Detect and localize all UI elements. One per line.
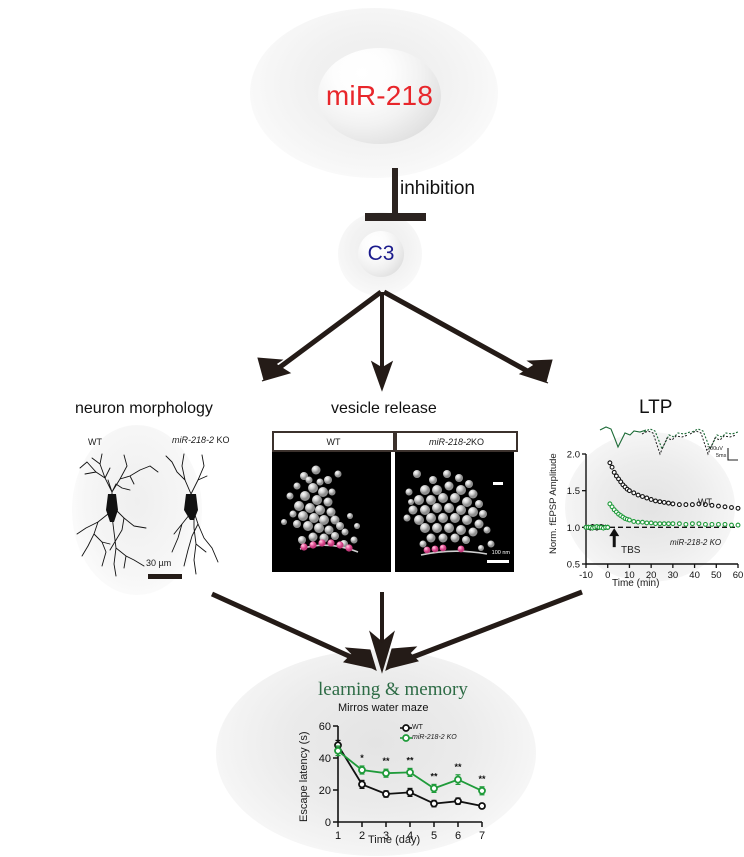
water-maze-y-axis-label: Escape latency (s) [298,731,310,822]
svg-text:60: 60 [319,721,331,733]
svg-text:0: 0 [605,570,610,581]
vesicle-ko-gene: miR-218-2 [428,436,471,447]
svg-text:**: ** [454,762,462,772]
svg-text:2.0: 2.0 [567,450,580,461]
vesicle-wt-tomogram [281,465,360,553]
neuron-wt-label: WT [88,437,102,447]
svg-text:50: 50 [711,570,722,581]
svg-text:**: ** [406,755,414,765]
ltp-y-axis-label: Norm. fEPSP Amplitude [548,453,559,554]
inhibition-connector-stem [392,168,398,220]
svg-text:**: ** [382,756,390,766]
mirna-node: miR-218 [318,48,441,144]
svg-text:5: 5 [431,830,437,842]
vesicle-scalebar-line [487,560,509,563]
svg-text:4: 4 [407,830,413,842]
svg-text:20: 20 [319,785,331,797]
diverging-arrows [257,289,553,392]
neuron-ko-suffix: KO [214,435,230,445]
svg-text:2: 2 [359,830,365,842]
converging-arrows [210,589,583,674]
svg-text:1.5: 1.5 [567,486,580,497]
svg-text:40: 40 [689,570,700,581]
neuron-panel-title: neuron morphology [75,400,213,417]
water-maze-x-axis-label: Time (day) [368,834,421,846]
ltp-x-axis-label: Time (min) [612,578,660,589]
svg-text:20: 20 [646,570,657,581]
svg-text:**: ** [430,771,438,781]
svg-text:0.5: 0.5 [567,560,580,571]
mirna-label: miR-218 [325,80,434,111]
ltp-plot-area: 0.5 1.0 1.5 2.0 -10 0 10 20 30 40 50 60 [567,426,744,581]
svg-text:**: ** [478,774,486,784]
water-maze-legend-wt: WT [412,724,423,731]
inhibition-label: inhibition [400,178,475,199]
svg-text:30: 30 [668,570,679,581]
neuron-tracings-image [76,453,219,577]
vesicle-wt-image [272,452,391,572]
vesicle-ko-tomogram [403,470,503,556]
svg-text:10: 10 [624,570,635,581]
svg-text:3: 3 [383,830,389,842]
ltp-trace-time-scale: 5ms [716,453,727,459]
svg-text:40: 40 [319,753,331,765]
svg-text:1: 1 [335,830,341,842]
vesicle-ko-suffix: KO [471,436,485,447]
vesicle-ko-header: miR-218-2 KO [395,431,518,452]
ltp-panel-title: LTP [639,397,673,418]
svg-text:0: 0 [325,817,331,829]
water-maze-title: Mirros water maze [338,702,429,714]
ltp-chart: Norm. fEPSP Amplitude Time (min) WT miR-… [548,412,744,597]
neuron-scalebar-label: 30 µm [146,558,172,568]
ltp-wt-annotation: WT [698,497,712,507]
c3-node: C3 [358,231,404,277]
ltp-ko-annotation: miR-218-2 KO [670,538,722,547]
vesicle-ko-image: 100 nm [395,452,514,572]
water-maze-legend-ko: miR-218-2 KO [412,734,457,741]
svg-text:*: * [360,753,364,763]
vesicle-panel-title: vesicle release [331,400,437,417]
vesicle-wt-header: WT [272,431,395,452]
vesicle-scalebar-label: 100 nm [491,550,510,556]
svg-text:-10: -10 [579,570,593,581]
svg-text:6: 6 [455,830,461,842]
neuron-ko-gene: miR-218-2 [172,435,215,445]
svg-text:7: 7 [479,830,485,842]
inhibition-connector-bar [365,213,426,221]
vesicle-wt-label: WT [326,436,341,447]
neuron-scalebar-line [148,574,182,579]
water-maze-chart: Escape latency (s) Time (day) WT miR-218… [298,712,490,852]
svg-text:60: 60 [733,570,744,581]
neuron-ko-label: miR-218-2 KO [172,435,230,445]
ltp-tbs-annotation: TBS [621,545,641,556]
c3-label: C3 [367,242,395,265]
learning-memory-title: learning & memory [318,679,468,700]
svg-text:1.0: 1.0 [567,523,580,534]
ltp-trace-voltage-scale: 200uV [707,446,723,452]
